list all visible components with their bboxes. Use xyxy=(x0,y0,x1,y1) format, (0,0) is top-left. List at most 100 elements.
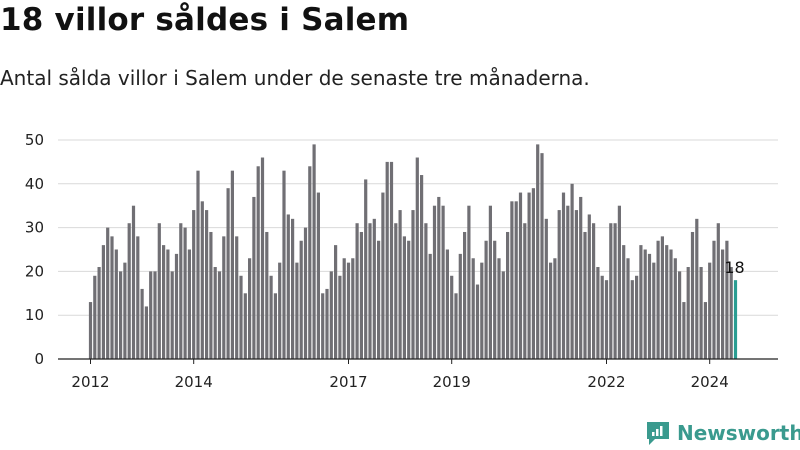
y-tick-label: 30 xyxy=(25,219,44,237)
bar xyxy=(329,271,333,359)
bar xyxy=(312,144,316,359)
bar xyxy=(583,231,587,359)
bar xyxy=(273,293,277,359)
bar xyxy=(544,218,548,359)
bar xyxy=(686,267,690,359)
bar xyxy=(587,214,591,359)
bar xyxy=(200,201,204,359)
x-tick-label: 2014 xyxy=(175,373,213,391)
bar xyxy=(286,214,290,359)
bar xyxy=(106,227,110,359)
bar xyxy=(205,210,209,359)
bar xyxy=(407,240,411,359)
bar xyxy=(364,179,368,359)
x-tick-label: 2012 xyxy=(71,373,109,391)
bar xyxy=(295,262,299,359)
bar xyxy=(622,245,626,359)
bar xyxy=(196,170,200,359)
bar xyxy=(136,236,140,359)
bar xyxy=(493,240,497,359)
bar xyxy=(170,271,174,359)
bar xyxy=(226,188,230,359)
bar xyxy=(88,302,93,359)
bar xyxy=(217,271,222,359)
chart-subtitle: Antal sålda villor i Salem under de sena… xyxy=(0,66,590,90)
latest-value-label: 18 xyxy=(724,258,744,277)
bar xyxy=(101,245,105,359)
bar xyxy=(235,236,239,359)
bar xyxy=(153,271,157,359)
newsworthy-brand: Newsworthy xyxy=(645,420,800,446)
x-tick-label: 2024 xyxy=(691,373,729,391)
bar xyxy=(140,288,144,359)
bar xyxy=(458,253,462,359)
bar xyxy=(394,223,398,359)
bar xyxy=(368,223,372,359)
bar xyxy=(166,249,170,359)
bar xyxy=(557,210,561,359)
bar xyxy=(149,271,153,359)
y-tick-label: 50 xyxy=(25,131,44,149)
bar xyxy=(256,166,260,359)
bar xyxy=(536,144,540,359)
bar xyxy=(725,240,729,359)
bar xyxy=(420,175,424,359)
bar xyxy=(342,258,346,359)
bar xyxy=(308,166,312,359)
bar xyxy=(592,223,596,359)
bar xyxy=(665,245,669,359)
bar xyxy=(351,258,355,359)
y-axis-ticks: 0 10 20 30 40 50 xyxy=(25,131,44,368)
bar xyxy=(265,231,269,359)
bar xyxy=(338,275,342,359)
x-axis-ticks: 2012 2014 2017 2019 2022 2024 xyxy=(71,359,729,391)
y-tick-label: 10 xyxy=(25,306,44,324)
bar-latest xyxy=(733,280,738,359)
bar xyxy=(596,267,600,359)
bar xyxy=(321,293,325,359)
bar xyxy=(239,275,243,359)
bar xyxy=(553,258,557,359)
bar xyxy=(721,249,725,359)
bar xyxy=(282,170,286,359)
bar xyxy=(518,192,523,359)
bar xyxy=(497,258,501,359)
bar xyxy=(531,188,535,359)
bar xyxy=(656,240,660,359)
bar xyxy=(699,267,703,359)
bar xyxy=(230,170,234,359)
bar xyxy=(669,249,673,359)
bar xyxy=(346,262,351,359)
bar xyxy=(411,210,415,359)
bar xyxy=(131,205,136,359)
bar xyxy=(480,262,484,359)
bar xyxy=(355,223,359,359)
bar xyxy=(510,201,514,359)
bar xyxy=(372,218,376,359)
bar xyxy=(377,240,381,359)
bar xyxy=(488,205,492,359)
bar xyxy=(643,249,647,359)
bar xyxy=(428,253,432,359)
bar xyxy=(334,245,338,359)
bar xyxy=(192,210,196,359)
y-tick-label: 20 xyxy=(25,262,44,280)
bar xyxy=(316,192,320,359)
bar xyxy=(299,240,303,359)
bar xyxy=(652,262,656,359)
bar xyxy=(441,205,445,359)
bar xyxy=(213,267,217,359)
x-tick-label: 2022 xyxy=(587,373,625,391)
bar xyxy=(291,218,295,359)
bar xyxy=(506,231,510,359)
bar xyxy=(471,258,475,359)
bar xyxy=(613,223,617,359)
bar xyxy=(110,236,114,359)
bar xyxy=(561,192,566,359)
bar xyxy=(424,223,428,359)
bar xyxy=(523,223,527,359)
x-tick-label: 2019 xyxy=(433,373,471,391)
bar xyxy=(415,157,419,359)
bar xyxy=(454,293,458,359)
bar xyxy=(450,275,454,359)
